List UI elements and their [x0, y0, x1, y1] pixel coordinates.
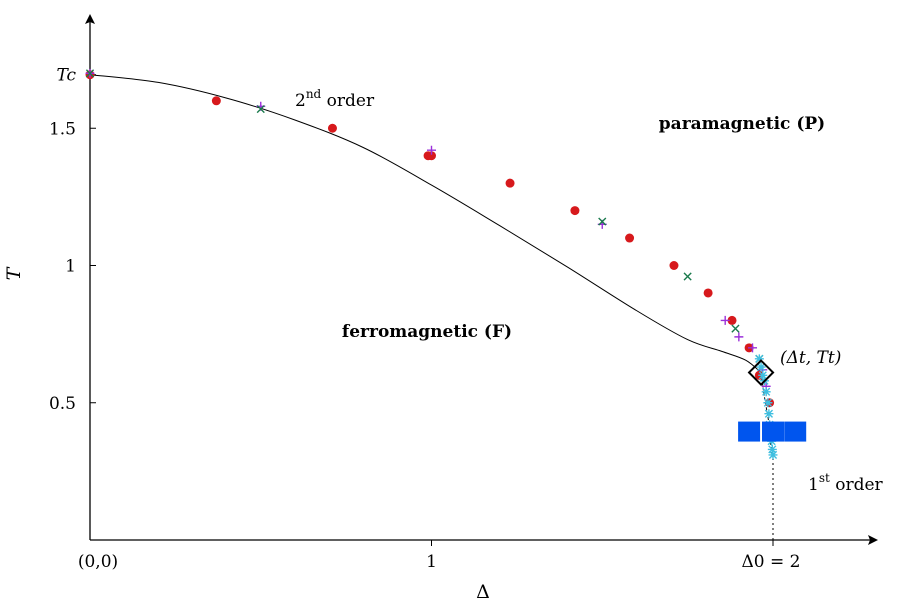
y-tick-label-0.5: 0.5 — [49, 394, 76, 414]
data-point-circle — [505, 178, 515, 188]
tricritical-point-marker — [747, 359, 775, 386]
x-tick-label-1: 1 — [426, 552, 437, 572]
first-order-number: 1 — [808, 475, 819, 495]
data-point-plus — [427, 145, 436, 155]
data-point-circle — [703, 288, 713, 298]
first-order-word: order — [830, 475, 884, 495]
data-point-square — [784, 421, 807, 442]
data-point-plus — [734, 332, 744, 342]
y-tick-label-1.5: 1.5 — [49, 119, 76, 139]
second-order-superscript: nd — [306, 87, 322, 101]
tick-layer — [90, 74, 774, 546]
data-point-circle — [625, 233, 635, 243]
ferromagnetic-label: ferromagnetic (F) — [342, 322, 512, 342]
data-point-asterisk — [754, 354, 764, 364]
data-point-asterisk — [761, 387, 771, 397]
data-point-cross — [731, 324, 740, 333]
data-point-cross — [683, 272, 692, 281]
second-order-word: order — [321, 91, 375, 111]
data-point-cross — [598, 217, 607, 226]
second-order-number: 2 — [295, 91, 306, 111]
data-point-circle — [669, 261, 679, 270]
data-point-asterisk — [764, 409, 774, 419]
data-point-circle — [211, 96, 221, 106]
data-point-asterisk — [768, 450, 778, 460]
data-point-circle — [327, 123, 337, 133]
data-point-cross — [85, 69, 95, 78]
first-order-label: 1st order — [808, 471, 884, 495]
x-tick-label-delta0: Δ0 = 2 — [742, 552, 801, 572]
x-tick-label-origin: (0,0) — [78, 552, 118, 572]
x-axis-title: Δ — [476, 581, 490, 603]
data-point-circle — [570, 206, 580, 216]
paramagnetic-label: paramagnetic (P) — [659, 114, 825, 134]
data-point-asterisk — [758, 370, 768, 380]
data-point-square — [738, 421, 761, 442]
data-point-asterisk — [763, 398, 773, 408]
second-order-label: 2nd order — [295, 87, 375, 111]
y-tick-label-1: 1 — [65, 257, 76, 277]
data-point-asterisk — [756, 362, 766, 372]
marker-layer — [85, 68, 807, 460]
second-order-transition-line — [89, 74, 762, 373]
data-point-asterisk — [767, 444, 777, 454]
data-point-plus — [748, 343, 758, 353]
tricritical-point-label: (Δt, Tt) — [780, 348, 841, 368]
first-order-superscript: st — [819, 471, 830, 485]
data-point-circle — [727, 315, 737, 325]
data-point-plus — [720, 315, 730, 325]
y-axis-title: T — [3, 266, 25, 280]
data-point-cross — [256, 104, 265, 114]
data-point-circle — [427, 151, 436, 161]
y-tick-label-tc: Tc — [56, 66, 76, 86]
data-point-square — [762, 421, 784, 442]
